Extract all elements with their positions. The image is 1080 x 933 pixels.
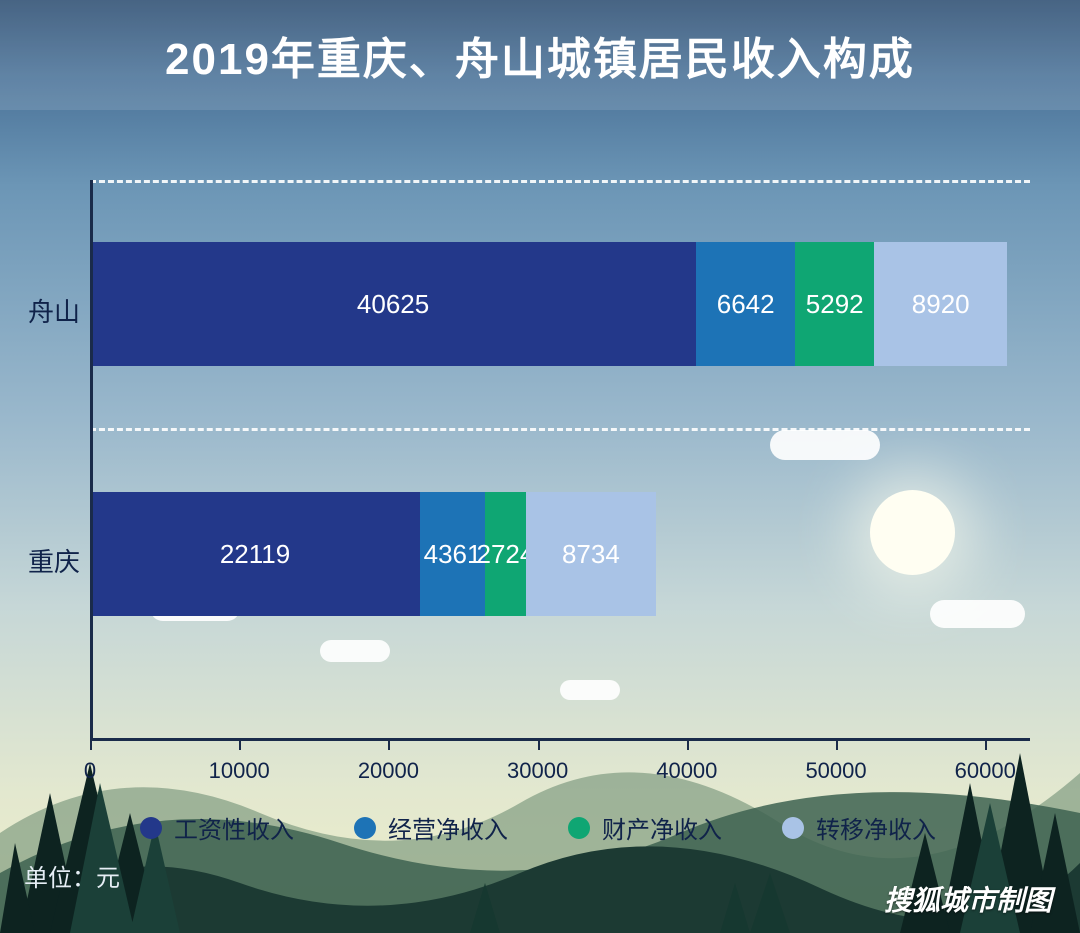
bar-segment: 6642 — [696, 242, 795, 366]
y-axis-line — [90, 180, 93, 740]
x-axis-tick — [538, 740, 540, 750]
x-axis-line — [90, 738, 1030, 741]
legend-label: 经营净收入 — [388, 810, 508, 845]
x-axis-tick-label: 40000 — [656, 758, 717, 784]
legend-swatch — [354, 817, 376, 839]
x-axis-tick — [388, 740, 390, 750]
y-axis-label-chongqing: 重庆 — [10, 542, 80, 579]
legend-label: 转移净收入 — [816, 810, 936, 845]
bar-segment: 22119 — [90, 492, 420, 616]
x-axis-tick — [239, 740, 241, 750]
x-axis-tick — [687, 740, 689, 750]
legend-swatch — [140, 817, 162, 839]
y-axis-label-zhoushan: 舟山 — [10, 292, 80, 329]
legend-swatch — [568, 817, 590, 839]
x-axis-tick — [836, 740, 838, 750]
page-title: 2019年重庆、舟山城镇居民收入构成 — [165, 23, 915, 87]
chart-plot-area: 舟山 重庆 40625664252928920 2211943612724873… — [90, 180, 1030, 750]
bar-row-zhoushan: 40625664252928920 — [90, 242, 1007, 366]
unit-label: 单位：元 — [24, 858, 120, 893]
legend-swatch — [782, 817, 804, 839]
bar-segment: 4361 — [420, 492, 485, 616]
grid-dash-line — [90, 180, 1030, 183]
bar-segment: 8920 — [874, 242, 1007, 366]
legend-item: 转移净收入 — [782, 810, 936, 845]
legend-label: 工资性收入 — [174, 810, 294, 845]
bar-segment: 2724 — [485, 492, 526, 616]
x-axis-tick-label: 50000 — [805, 758, 866, 784]
bar-segment: 8734 — [526, 492, 656, 616]
x-axis-tick — [985, 740, 987, 750]
legend-item: 财产净收入 — [568, 810, 722, 845]
x-axis-tick-label: 0 — [84, 758, 96, 784]
credit-label: 搜狐城市制图 — [884, 879, 1052, 919]
x-axis-tick-label: 30000 — [507, 758, 568, 784]
x-axis-tick — [90, 740, 92, 750]
x-axis-tick-label: 20000 — [358, 758, 419, 784]
x-axis-tick-label: 10000 — [209, 758, 270, 784]
infographic-canvas: 2019年重庆、舟山城镇居民收入构成 舟山 重庆 406256642529289… — [0, 0, 1080, 933]
legend: 工资性收入 经营净收入 财产净收入 转移净收入 — [140, 810, 936, 845]
legend-label: 财产净收入 — [602, 810, 722, 845]
grid-dash-line — [90, 428, 1030, 431]
x-axis-tick-label: 60000 — [955, 758, 1016, 784]
title-bar: 2019年重庆、舟山城镇居民收入构成 — [0, 0, 1080, 110]
legend-item: 工资性收入 — [140, 810, 294, 845]
bar-row-chongqing: 22119436127248734 — [90, 492, 656, 616]
bar-segment: 5292 — [795, 242, 874, 366]
legend-item: 经营净收入 — [354, 810, 508, 845]
bar-segment: 40625 — [90, 242, 696, 366]
